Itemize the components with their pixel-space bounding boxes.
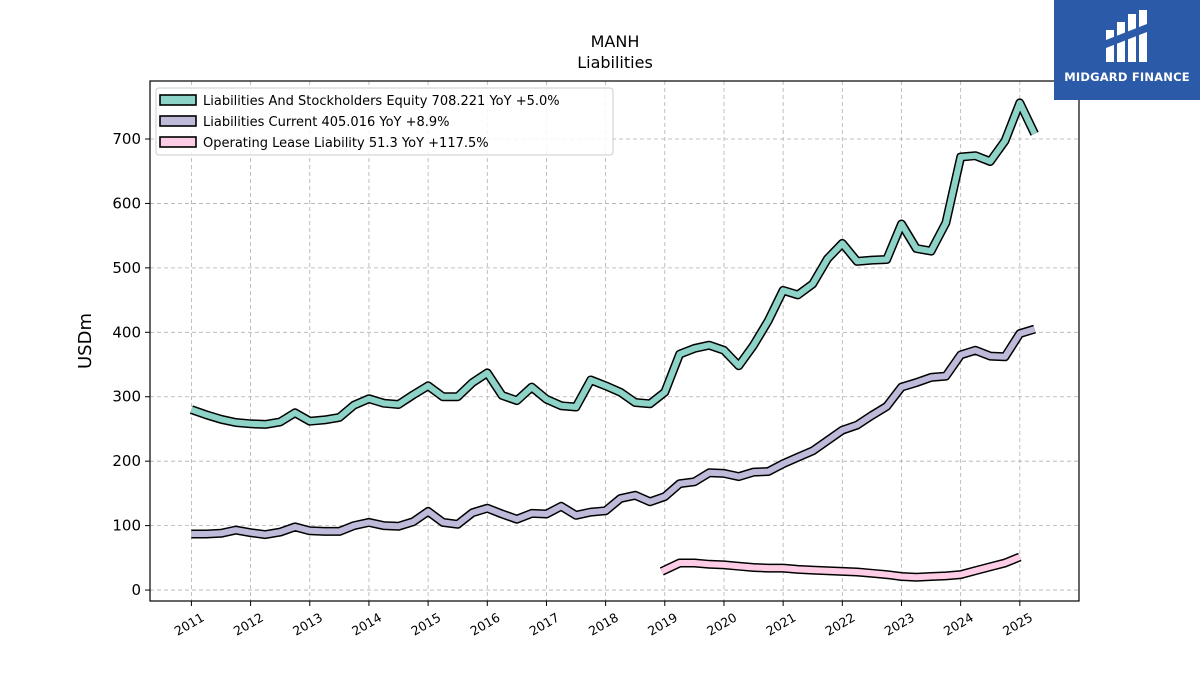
y-tick-label: 200 [112,452,141,470]
y-tick-label: 0 [131,581,141,599]
y-tick-label: 400 [112,323,141,341]
x-tick-label: 2019 [645,610,680,639]
x-tick-label: 2018 [586,610,621,639]
brand-mark-icon [1106,10,1147,62]
chart-title: MANH [591,32,640,51]
x-tick-label: 2013 [290,610,325,639]
x-tick-label: 2020 [704,610,739,639]
x-tick-label: 2011 [172,610,207,639]
y-tick-label: 300 [112,388,141,406]
x-tick-label: 2021 [763,610,798,639]
brand-name: MIDGARD FINANCE [1064,70,1190,84]
series-line [660,554,1021,581]
y-tick-label: 600 [112,194,141,212]
x-tick-label: 2022 [823,610,858,639]
grid [150,81,1079,601]
x-tick-label: 2014 [349,610,384,639]
chart-subtitle: Liabilities [577,53,653,72]
legend-label: Liabilities And Stockholders Equity 708.… [203,94,560,109]
x-tick-label: 2012 [231,610,266,639]
y-tick-label: 500 [112,259,141,277]
series-line [191,326,1036,538]
legend-swatch [159,94,197,106]
plot-frame [149,80,1080,602]
x-tick-label: 2025 [1000,610,1035,639]
x-tick-label: 2023 [882,610,917,639]
x-tick-label: 2016 [468,610,503,639]
series-line [190,99,1038,428]
legend: Liabilities And Stockholders Equity 708.… [155,87,614,156]
y-axis-label: USDm [75,313,96,369]
x-tick-label: 2017 [527,610,562,639]
legend-label: Liabilities Current 405.016 YoY +8.9% [203,115,450,130]
legend-box [155,87,614,156]
brand-logo: MIDGARD FINANCE [1054,0,1200,100]
y-tick-label: 100 [112,517,141,535]
legend-swatch [159,115,197,127]
legend-label: Operating Lease Liability 51.3 YoY +117.… [203,136,489,151]
x-tick-label: 2024 [941,610,976,639]
legend-swatch [159,136,197,148]
series-lines [189,98,1039,582]
x-tick-label: 2015 [408,610,443,639]
y-tick-label: 700 [112,130,141,148]
